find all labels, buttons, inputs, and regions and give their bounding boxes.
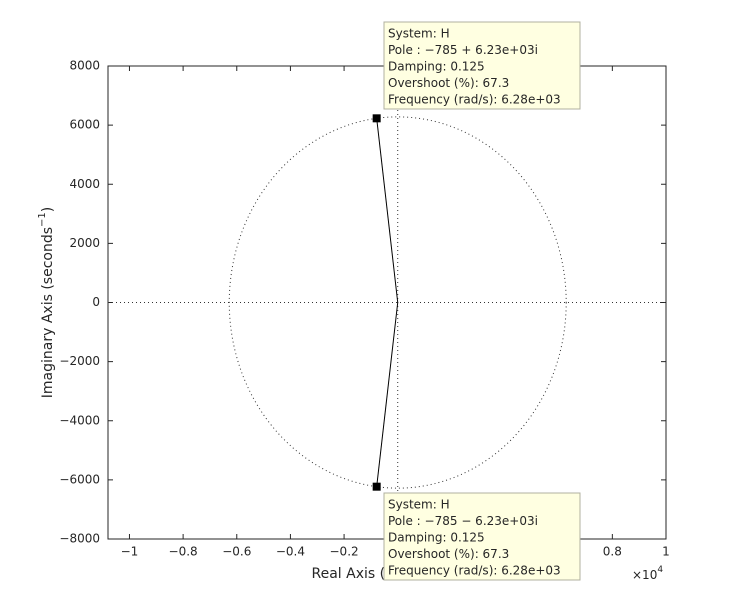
plot-area — [107, 65, 667, 540]
y-tick-label: 6000 — [69, 118, 100, 132]
exponent-base: ×10 — [632, 568, 657, 582]
x-tick-label: −0.2 — [330, 545, 359, 559]
y-tick-label: −4000 — [59, 413, 100, 427]
x-tick-label: −0.4 — [276, 545, 305, 559]
y-tick-label: 8000 — [69, 59, 100, 73]
datatip-line: Frequency (rad/s): 6.28e+03 — [388, 93, 561, 107]
datatip-line: Frequency (rad/s): 6.28e+03 — [388, 564, 561, 578]
datatip-line: Pole : −785 + 6.23e+03i — [388, 43, 538, 57]
y-tick-label: −6000 — [59, 472, 100, 486]
datatip-line: Damping: 0.125 — [388, 60, 485, 74]
datatip-line: Pole : −785 − 6.23e+03i — [388, 514, 538, 528]
damping-line — [376, 302, 399, 487]
y-tick-label: −2000 — [59, 354, 100, 368]
x-tick-label: 1 — [662, 545, 670, 559]
pole-marker — [372, 482, 381, 491]
y-tick-label: 0 — [92, 295, 100, 309]
ylabel-close: ) — [40, 207, 56, 212]
y-tick-label: −8000 — [59, 532, 100, 546]
ylabel-text: Imaginary Axis (seconds — [40, 227, 56, 398]
y-tick-label: 4000 — [69, 177, 100, 191]
ylabel-sup: −1 — [37, 212, 48, 227]
datatip-line: System: H — [388, 498, 450, 512]
x-tick-label: −1 — [121, 545, 139, 559]
pole-marker — [372, 114, 381, 123]
x-exponent: ×104 — [632, 565, 663, 582]
datatip — [383, 21, 581, 110]
datatip-line: Overshoot (%): 67.3 — [388, 76, 509, 90]
frequency-circle — [228, 116, 567, 489]
datatip-line: Overshoot (%): 67.3 — [388, 547, 509, 561]
damping-line — [376, 118, 399, 303]
datatip-line: Damping: 0.125 — [388, 531, 485, 545]
x-tick-label: 0.8 — [603, 545, 622, 559]
x-tick-label: −0.6 — [222, 545, 251, 559]
x-tick-label: −0.8 — [169, 545, 198, 559]
exponent-power: 4 — [657, 565, 663, 575]
datatip — [383, 492, 581, 581]
ylabel: Imaginary Axis (seconds−1) — [37, 207, 56, 398]
datatip-line: System: H — [388, 27, 450, 41]
y-tick-label: 2000 — [69, 236, 100, 250]
